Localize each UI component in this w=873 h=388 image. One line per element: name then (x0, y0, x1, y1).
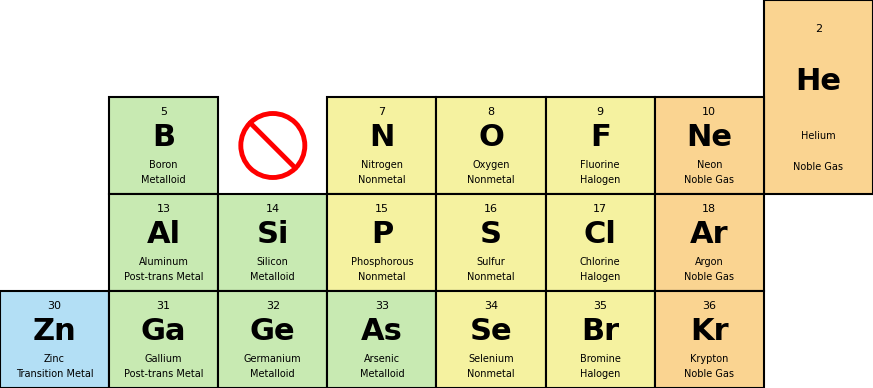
Text: Noble Gas: Noble Gas (684, 369, 734, 379)
Text: Nonmetal: Nonmetal (467, 175, 515, 185)
Text: Kr: Kr (690, 317, 729, 346)
Bar (436, 194, 546, 291)
Bar (546, 97, 655, 194)
Text: 32: 32 (265, 301, 280, 310)
Text: S: S (480, 220, 502, 249)
Bar (327, 194, 436, 291)
Text: Ne: Ne (686, 123, 732, 152)
Text: Cl: Cl (584, 220, 616, 249)
Bar (0, 291, 109, 388)
Text: Nonmetal: Nonmetal (358, 175, 406, 185)
Text: Ga: Ga (141, 317, 187, 346)
Text: 30: 30 (47, 301, 62, 310)
Text: Chlorine: Chlorine (580, 257, 621, 267)
Text: Metalloid: Metalloid (251, 369, 295, 379)
Bar (218, 194, 327, 291)
Text: Argon: Argon (695, 257, 724, 267)
Text: Germanium: Germanium (244, 354, 302, 364)
Text: 13: 13 (156, 204, 171, 213)
Text: 34: 34 (484, 301, 498, 310)
Text: Transition Metal: Transition Metal (16, 369, 93, 379)
Text: Bromine: Bromine (580, 354, 621, 364)
Bar (436, 97, 546, 194)
Text: Post-trans Metal: Post-trans Metal (124, 272, 203, 282)
Text: P: P (371, 220, 393, 249)
Text: Zn: Zn (32, 317, 77, 346)
Text: 16: 16 (484, 204, 498, 213)
Text: 5: 5 (160, 107, 168, 116)
Bar (218, 291, 327, 388)
Text: 35: 35 (593, 301, 608, 310)
Text: Helium: Helium (801, 131, 835, 141)
Bar (546, 291, 655, 388)
Bar (109, 97, 218, 194)
Text: Boron: Boron (149, 160, 178, 170)
Bar (546, 194, 655, 291)
Text: Metalloid: Metalloid (251, 272, 295, 282)
Text: Nonmetal: Nonmetal (467, 369, 515, 379)
Bar (436, 291, 546, 388)
Text: 2: 2 (815, 24, 822, 34)
Text: Noble Gas: Noble Gas (684, 175, 734, 185)
Text: Phosphorous: Phosphorous (351, 257, 413, 267)
Bar (327, 97, 436, 194)
Text: Post-trans Metal: Post-trans Metal (124, 369, 203, 379)
Text: 18: 18 (702, 204, 717, 213)
Text: 17: 17 (593, 204, 608, 213)
Text: 36: 36 (702, 301, 717, 310)
Text: Gallium: Gallium (145, 354, 182, 364)
Text: Noble Gas: Noble Gas (684, 272, 734, 282)
Text: Ge: Ge (250, 317, 296, 346)
Text: Fluorine: Fluorine (581, 160, 620, 170)
Bar (109, 194, 218, 291)
Text: Metalloid: Metalloid (360, 369, 404, 379)
Bar (109, 291, 218, 388)
Text: Se: Se (470, 317, 512, 346)
Text: Sulfur: Sulfur (477, 257, 505, 267)
Text: Selenium: Selenium (468, 354, 514, 364)
Bar (655, 291, 764, 388)
Text: Arsenic: Arsenic (364, 354, 400, 364)
Text: Metalloid: Metalloid (141, 175, 186, 185)
Text: Zinc: Zinc (44, 354, 65, 364)
Text: Br: Br (581, 317, 619, 346)
Text: Halogen: Halogen (580, 272, 621, 282)
Text: O: O (478, 123, 504, 152)
Text: 33: 33 (375, 301, 389, 310)
Text: Silicon: Silicon (257, 257, 289, 267)
Text: B: B (152, 123, 175, 152)
Bar (655, 194, 764, 291)
Text: 31: 31 (156, 301, 171, 310)
Text: Noble Gas: Noble Gas (794, 162, 843, 172)
Text: 10: 10 (702, 107, 717, 116)
Text: Nonmetal: Nonmetal (358, 272, 406, 282)
Text: Al: Al (147, 220, 181, 249)
Text: Nitrogen: Nitrogen (361, 160, 403, 170)
Bar (327, 291, 436, 388)
Text: Halogen: Halogen (580, 369, 621, 379)
Bar (764, 0, 873, 194)
Text: Ar: Ar (690, 220, 729, 249)
Text: He: He (795, 67, 842, 96)
Text: As: As (361, 317, 402, 346)
Text: 15: 15 (375, 204, 389, 213)
Text: 9: 9 (596, 107, 604, 116)
Text: Oxygen: Oxygen (472, 160, 510, 170)
Text: N: N (369, 123, 395, 152)
Text: Krypton: Krypton (691, 354, 728, 364)
Text: Neon: Neon (697, 160, 722, 170)
Text: 7: 7 (378, 107, 386, 116)
Text: 8: 8 (487, 107, 495, 116)
Text: Halogen: Halogen (580, 175, 621, 185)
Bar (655, 97, 764, 194)
Text: Aluminum: Aluminum (139, 257, 189, 267)
Text: Nonmetal: Nonmetal (467, 272, 515, 282)
Text: F: F (590, 123, 610, 152)
Text: Si: Si (257, 220, 289, 249)
Text: 14: 14 (265, 204, 280, 213)
